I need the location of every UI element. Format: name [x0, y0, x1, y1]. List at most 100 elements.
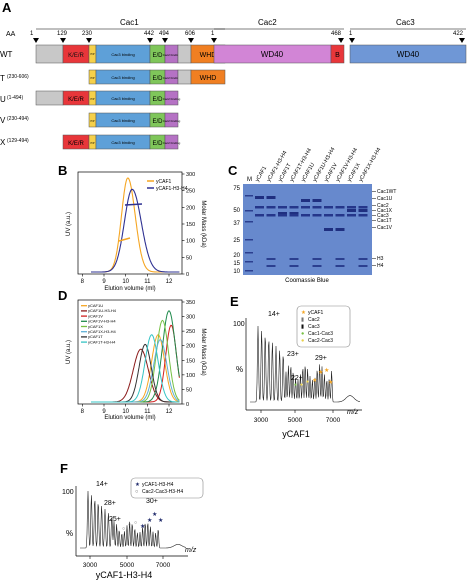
domain-whd-label: WHD — [200, 52, 217, 59]
domain-cac3-binding-label: Cac3 binding — [111, 118, 134, 123]
gel-band-h4 — [335, 265, 345, 267]
x-tick-label: 7000 — [156, 562, 171, 569]
peak-label: 29+ — [315, 355, 327, 362]
domain-cac2-binding — [164, 90, 179, 106]
gel-band-h3 — [266, 258, 276, 260]
cac1-label: Cac1 — [120, 18, 139, 27]
x-tick-label: 7000 — [326, 417, 341, 424]
legend: yCAF1UyCAF1U-H3-H4yCAF1VyCAF1V-H3-H4yCAF… — [81, 303, 117, 344]
y-tick-label: 200 — [186, 205, 195, 211]
arrow-marker — [211, 38, 217, 43]
y-ticks-right: 0 50 100 150 200 250 300 350 — [182, 300, 195, 408]
cac3-wd40-label: WD40 — [397, 50, 420, 59]
cac2-label: Cac2 — [258, 18, 277, 27]
marker-band — [245, 195, 253, 197]
gel-band-cac3 — [335, 214, 345, 217]
gel-band-cac3 — [347, 214, 356, 217]
domain-cac2-binding-label: Cac2 binding — [163, 53, 181, 57]
peak-marker-icon: ● — [306, 379, 309, 385]
legend-label: yCAF1T — [88, 334, 103, 339]
y-tick-label: 150 — [186, 358, 195, 364]
gel-bands — [245, 195, 368, 272]
y-tick-label: 50 — [186, 255, 192, 261]
construct-wt-name: WT — [0, 50, 13, 59]
cac1-linker-segment — [177, 69, 192, 85]
peak-marker-icon: ★ — [318, 369, 323, 376]
panel-f: F 100 % m/z 3000 5000 7000 ★★★★○○ ○ 14+28+2… — [60, 461, 204, 580]
legend-label: yCAF1 — [308, 310, 324, 316]
y-100-label: 100 — [233, 321, 245, 328]
cac2-b-domain — [330, 44, 345, 64]
trace-ycaf1u — [91, 334, 180, 403]
cac3-label: Cac3 — [396, 18, 415, 27]
band-label: Cac1WT — [377, 189, 396, 195]
arrow-marker — [162, 38, 168, 43]
gel-band-cac1 — [347, 209, 356, 212]
x-ticks: 8 9 10 11 12 — [81, 274, 173, 285]
gel-band-cac3 — [358, 214, 368, 217]
peak-marker-icon: ● — [300, 382, 303, 388]
peak-marker-icon: ○ — [134, 520, 137, 526]
gel-band-cac1 — [289, 212, 299, 215]
x-tick-label: 11 — [144, 409, 151, 415]
mw-marker-label: 10 — [233, 269, 240, 275]
gel-band-cac1 — [324, 228, 333, 231]
trace-ycaf1u-h3-h4 — [91, 348, 180, 403]
pos-cac1-494: 494 — [159, 31, 170, 37]
arrow-marker — [33, 38, 39, 43]
arrow-marker — [349, 38, 355, 43]
peak-marker-icon: ★ — [158, 517, 163, 524]
y-axis-label: % — [66, 529, 73, 538]
x-tick-label: 3000 — [254, 417, 269, 424]
pos-cac1-1: 1 — [30, 31, 34, 37]
lane-label: yCAF1X-H3-H4 — [358, 147, 382, 183]
legend-marker-icon: ○ — [135, 489, 138, 495]
x-tick-label: 10 — [122, 409, 129, 415]
x-tick-label: 9 — [102, 279, 106, 285]
marker-band — [245, 261, 253, 263]
legend-marker-icon: ▮ — [301, 324, 304, 330]
peak-label: 23+ — [287, 351, 299, 358]
peak-marker-icon: ★ — [324, 367, 329, 374]
x-tick-label: 5000 — [120, 562, 135, 569]
peak-marker-icon: ★ — [147, 517, 152, 524]
traces — [91, 310, 180, 403]
peak-marker-icon: ★ — [328, 379, 333, 386]
gel-band-cac3 — [289, 214, 299, 217]
y-tick-label: 50 — [186, 387, 192, 393]
domain-ed-label: E/D — [152, 119, 163, 125]
y-tick-label: 300 — [186, 172, 195, 178]
band-label: Cac2 — [377, 203, 389, 209]
gel-band-cac3 — [324, 214, 333, 217]
legend-label: yCAF1V — [88, 313, 103, 318]
gel-band-h3 — [289, 258, 299, 260]
legend-label: yCAF1T-H3-H4 — [88, 339, 116, 344]
construct-v-name: V — [0, 116, 6, 125]
mw-marker-label: 50 — [233, 208, 240, 214]
gel-band-cac2 — [358, 206, 368, 209]
legend-label: Cac3 — [308, 324, 320, 330]
peak-marker-icon: ★ — [140, 523, 145, 530]
mw-marker-label: 20 — [233, 253, 240, 259]
x-tick-label: 12 — [166, 279, 173, 285]
legend: yCAF1 yCAF1-H3-H4 — [147, 179, 188, 192]
panel-b: B UV (a.u.) Molar Mass (kDa) Elution vol… — [58, 163, 206, 292]
spectrum-trace — [80, 490, 187, 549]
gel-band-h3 — [312, 258, 322, 260]
row-u: K/E/R PIP Cac3 binding E/D Cac2 binding — [62, 90, 181, 106]
peak-label: 14+ — [96, 481, 108, 488]
domain-cac3-binding-label: Cac3 binding — [111, 96, 134, 101]
band-label: Cac1X — [377, 208, 393, 214]
y-axis-label-left: UV (a.u.) — [66, 212, 72, 236]
domain-cac3-binding-label: Cac3 binding — [111, 140, 134, 145]
y-tick-label: 200 — [186, 344, 195, 350]
y-100-label: 100 — [62, 489, 74, 496]
domain-pip-label: PIP — [90, 120, 94, 123]
x-axis-label: Elution volume (ml) — [104, 286, 155, 292]
gel-band-h4 — [266, 265, 276, 267]
y-axis-label-left: UV (a.u.) — [66, 340, 72, 364]
x-tick-label: 12 — [166, 409, 173, 415]
panel-a: A AA Cac1 Cac2 Cac3 1 129 230 442 494 60… — [0, 0, 467, 150]
domain-cac2-binding — [164, 112, 179, 128]
spectrum: ★★ ★★● ● ● — [250, 325, 361, 403]
